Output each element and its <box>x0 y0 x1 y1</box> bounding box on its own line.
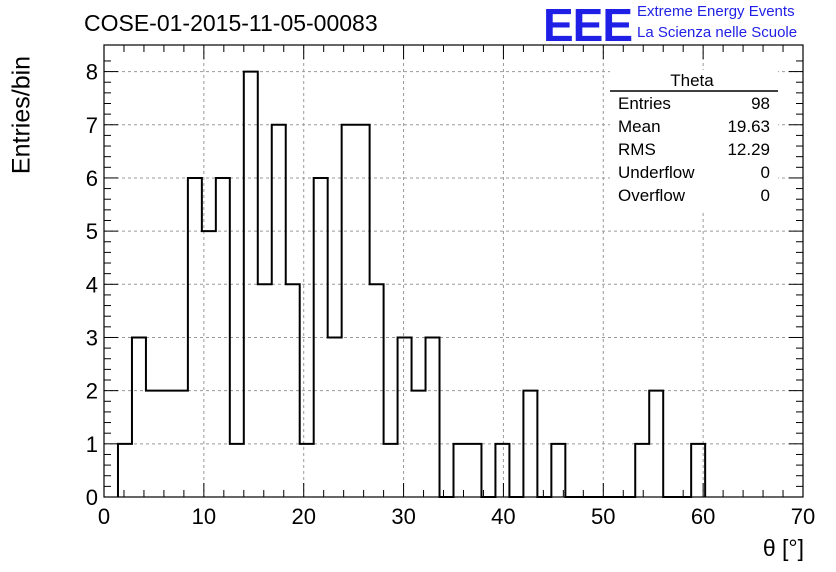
histogram-bin <box>495 444 509 497</box>
histogram-bin <box>342 125 356 497</box>
y-tick-label: 1 <box>86 432 98 457</box>
histogram-bin <box>551 444 565 497</box>
x-tick-label: 20 <box>291 504 315 529</box>
logo-line-2: La Scienza nelle Scuole <box>637 24 798 41</box>
stats-box <box>610 70 778 210</box>
histogram-bin <box>426 337 440 497</box>
histogram-bin <box>328 337 342 497</box>
logo-line-1: Extreme Energy Events <box>637 3 795 20</box>
y-tick-label: 3 <box>86 325 98 350</box>
x-tick-label: 10 <box>192 504 216 529</box>
chart-title: COSE-01-2015-11-05-00083 <box>84 10 378 36</box>
eee-logo: EEE <box>543 0 633 51</box>
histogram-bin <box>635 444 649 497</box>
y-tick-label: 6 <box>86 166 98 191</box>
stats-value: 12.29 <box>727 140 770 159</box>
y-tick-label: 5 <box>86 219 98 244</box>
stats-label: Overflow <box>618 186 686 205</box>
histogram-bin <box>174 391 188 497</box>
stats-value: 19.63 <box>727 117 770 136</box>
y-tick-label: 2 <box>86 379 98 404</box>
histogram-bin <box>398 337 412 497</box>
stats-label: RMS <box>618 140 656 159</box>
stats-title: Theta <box>670 71 714 90</box>
histogram-bin <box>384 444 398 497</box>
y-tick-label: 8 <box>86 60 98 85</box>
y-tick-label: 0 <box>86 485 98 510</box>
x-tick-label: 50 <box>591 504 615 529</box>
x-tick-label: 0 <box>98 504 110 529</box>
histogram-bin <box>300 444 314 497</box>
stats-label: Entries <box>618 94 671 113</box>
stats-label: Mean <box>618 117 661 136</box>
x-axis-label: θ [°] <box>762 535 804 561</box>
stats-value: 98 <box>751 94 770 113</box>
histogram-bin <box>132 337 146 497</box>
histogram-bin <box>454 444 468 497</box>
y-axis-label-box: Entries/bin <box>6 40 38 190</box>
histogram-bin <box>118 444 132 497</box>
histogram-bin <box>216 178 230 497</box>
y-tick-label: 7 <box>86 113 98 138</box>
stats-value: 0 <box>760 186 770 205</box>
histogram-bin <box>258 284 272 497</box>
histogram-bin <box>356 125 370 497</box>
x-tick-label: 30 <box>391 504 415 529</box>
x-tick-label: 60 <box>691 504 715 529</box>
histogram-bin <box>467 444 481 497</box>
y-axis-label: Entries/bin <box>7 55 36 175</box>
y-tick-label: 4 <box>86 272 98 297</box>
x-tick-label: 70 <box>791 504 815 529</box>
histogram-bin <box>230 444 244 497</box>
stats-value: 0 <box>760 163 770 182</box>
histogram-bin <box>272 125 286 497</box>
stats-label: Underflow <box>618 163 695 182</box>
x-tick-label: 40 <box>491 504 515 529</box>
plot-frame <box>103 44 804 498</box>
